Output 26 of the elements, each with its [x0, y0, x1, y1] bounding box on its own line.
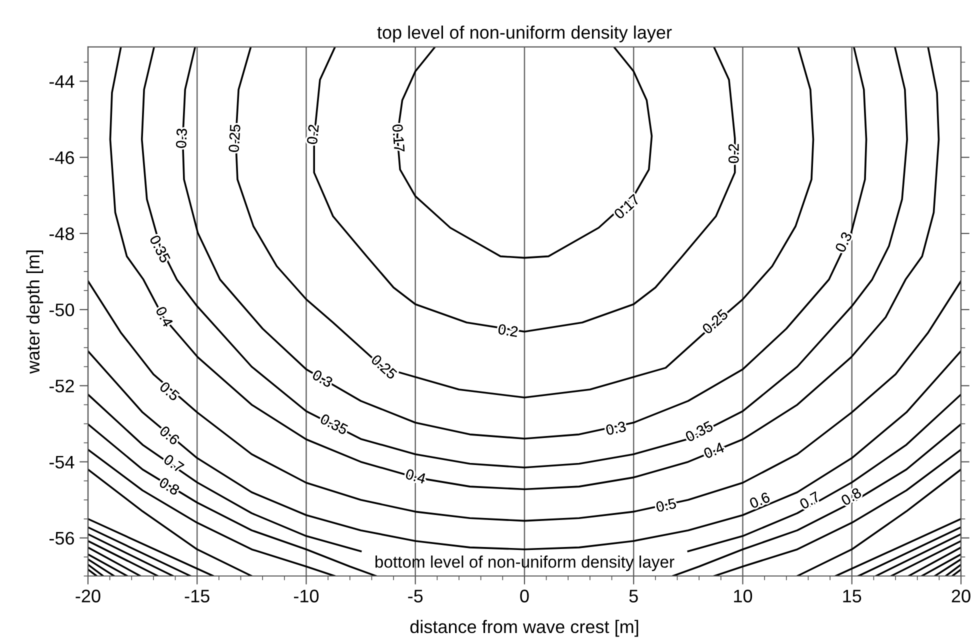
- x-tick-label: 0: [520, 590, 529, 602]
- x-tick-label: 5: [629, 590, 638, 602]
- y-axis-title: water depth [m]: [26, 250, 44, 374]
- x-tick-label: 20: [952, 590, 970, 602]
- y-tick-label: -56: [49, 532, 74, 545]
- line-series: [88, 280, 961, 522]
- x-tick-label: 10: [734, 590, 752, 602]
- y-tick-label: -48: [49, 227, 74, 240]
- y-tick-label: -46: [49, 151, 74, 164]
- x-tick-label: -10: [294, 590, 319, 602]
- line-series: [88, 350, 961, 550]
- y-tick-label: -54: [49, 456, 74, 469]
- chart-title: top level of non-uniform density layer: [377, 26, 672, 42]
- y-tick-label: -52: [49, 380, 74, 392]
- x-tick-label: -5: [408, 590, 423, 602]
- x-tick-label: -20: [76, 590, 100, 602]
- annotation: 0.8: [840, 487, 862, 506]
- x-axis-title: distance from wave crest [m]: [410, 620, 638, 637]
- x-tick-label: 15: [843, 590, 862, 602]
- line-series: [796, 468, 961, 576]
- x-tick-label: -15: [184, 590, 210, 602]
- annotation: 0.6: [748, 492, 770, 509]
- y-tick-label: -44: [49, 75, 74, 88]
- annotation: 0.7: [798, 491, 821, 510]
- y-tick-label: -50: [49, 304, 74, 316]
- line-series: [88, 448, 336, 576]
